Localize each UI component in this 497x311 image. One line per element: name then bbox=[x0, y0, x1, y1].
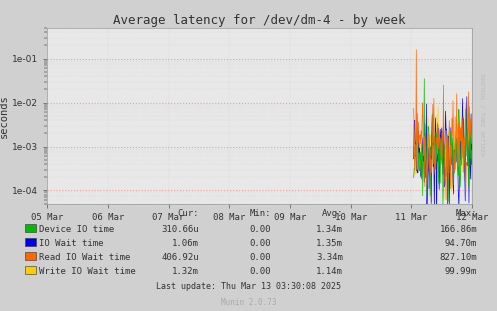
Text: 166.86m: 166.86m bbox=[439, 225, 477, 234]
Text: 94.70m: 94.70m bbox=[445, 239, 477, 248]
Text: Last update: Thu Mar 13 03:30:08 2025: Last update: Thu Mar 13 03:30:08 2025 bbox=[156, 281, 341, 290]
Title: Average latency for /dev/dm-4 - by week: Average latency for /dev/dm-4 - by week bbox=[113, 14, 406, 27]
Y-axis label: seconds: seconds bbox=[0, 94, 9, 138]
Text: 0.00: 0.00 bbox=[249, 267, 271, 276]
Text: Read IO Wait time: Read IO Wait time bbox=[39, 253, 130, 262]
Text: 0.00: 0.00 bbox=[249, 239, 271, 248]
Text: 3.34m: 3.34m bbox=[316, 253, 343, 262]
Text: 1.32m: 1.32m bbox=[172, 267, 199, 276]
Text: IO Wait time: IO Wait time bbox=[39, 239, 103, 248]
Text: 406.92u: 406.92u bbox=[161, 253, 199, 262]
Text: RRDTOOL / TOBI OETIKER: RRDTOOL / TOBI OETIKER bbox=[480, 74, 485, 156]
Text: 1.14m: 1.14m bbox=[316, 267, 343, 276]
Text: 1.35m: 1.35m bbox=[316, 239, 343, 248]
Text: 310.66u: 310.66u bbox=[161, 225, 199, 234]
Text: 99.99m: 99.99m bbox=[445, 267, 477, 276]
Text: 1.34m: 1.34m bbox=[316, 225, 343, 234]
Text: Cur:: Cur: bbox=[177, 209, 199, 218]
Text: Avg:: Avg: bbox=[322, 209, 343, 218]
Text: 827.10m: 827.10m bbox=[439, 253, 477, 262]
Text: Max:: Max: bbox=[456, 209, 477, 218]
Text: 0.00: 0.00 bbox=[249, 253, 271, 262]
Text: Write IO Wait time: Write IO Wait time bbox=[39, 267, 136, 276]
Text: Device IO time: Device IO time bbox=[39, 225, 114, 234]
Text: 1.06m: 1.06m bbox=[172, 239, 199, 248]
Text: Munin 2.0.73: Munin 2.0.73 bbox=[221, 298, 276, 307]
Text: 0.00: 0.00 bbox=[249, 225, 271, 234]
Text: Min:: Min: bbox=[249, 209, 271, 218]
